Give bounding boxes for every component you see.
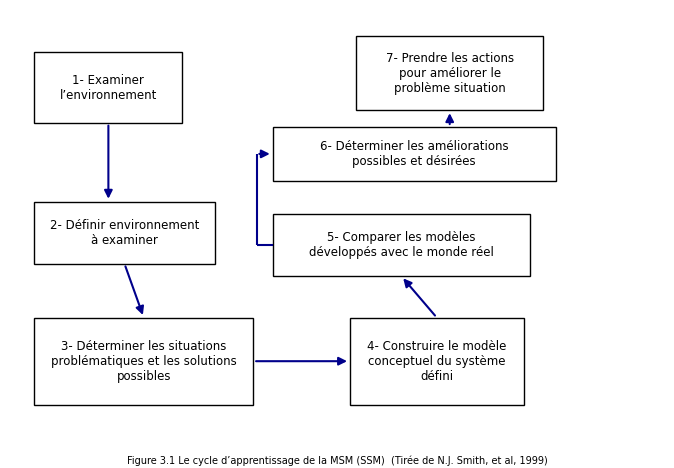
Text: 4- Construire le modèle
conceptuel du système
défini: 4- Construire le modèle conceptuel du sy… <box>367 340 506 383</box>
Text: Figure 3.1 Le cycle d’apprentissage de la MSM (SSM)  (Tirée de N.J. Smith, et al: Figure 3.1 Le cycle d’apprentissage de l… <box>127 455 547 466</box>
Text: 1- Examiner
l’environnement: 1- Examiner l’environnement <box>60 73 157 102</box>
FancyBboxPatch shape <box>34 318 253 405</box>
FancyBboxPatch shape <box>272 214 530 276</box>
Text: 6- Déterminer les améliorations
possibles et désirées: 6- Déterminer les améliorations possible… <box>320 140 509 168</box>
Text: 3- Déterminer les situations
problématiques et les solutions
possibles: 3- Déterminer les situations problématiq… <box>51 340 237 383</box>
FancyBboxPatch shape <box>357 36 543 110</box>
Text: 5- Comparer les modèles
développés avec le monde réel: 5- Comparer les modèles développés avec … <box>309 231 494 259</box>
FancyBboxPatch shape <box>34 202 214 264</box>
Text: 2- Définir environnement
à examiner: 2- Définir environnement à examiner <box>50 219 200 247</box>
Text: 7- Prendre les actions
pour améliorer le
problème situation: 7- Prendre les actions pour améliorer le… <box>386 51 514 95</box>
FancyBboxPatch shape <box>350 318 524 405</box>
FancyBboxPatch shape <box>34 52 183 123</box>
FancyBboxPatch shape <box>272 127 556 181</box>
